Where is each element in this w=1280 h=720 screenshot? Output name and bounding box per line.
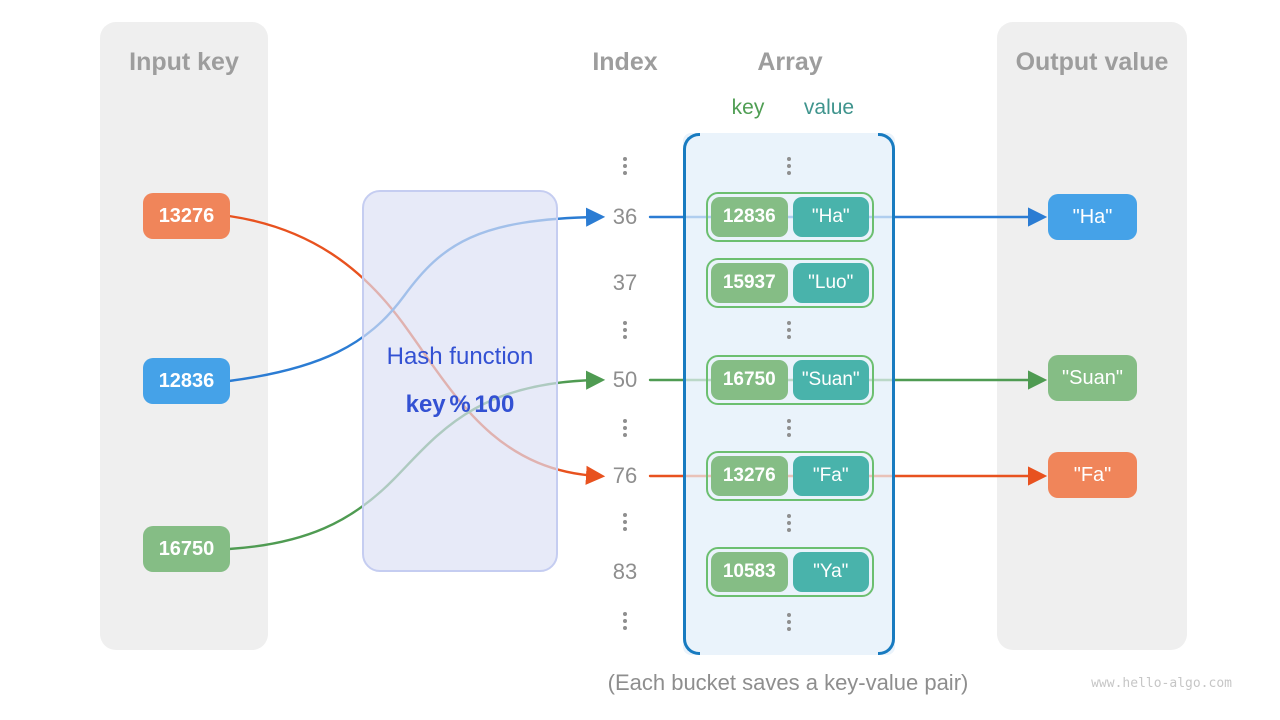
diagram-caption: (Each bucket saves a key-value pair) [607,670,969,695]
hash-function-formula: key % 100 [405,391,515,418]
output-value-box: "Suan" [1048,355,1137,401]
ellipsis-vertical-icon [787,157,791,175]
bucket-key: 10583 [711,552,788,592]
index-label: 76 [612,463,638,488]
bucket-value: "Suan" [792,360,869,400]
array-right-bracket [878,133,895,655]
output-panel-title: Output value [1015,48,1169,76]
bucket-value: "Ya" [792,552,869,592]
input-key-box: 12836 [143,358,230,404]
input-panel-title: Input key [129,48,239,76]
hash-function-box [362,190,558,572]
index-column-title: Index [592,48,658,76]
ellipsis-vertical-icon [787,613,791,631]
watermark-text: www.hello-algo.com [1091,676,1232,691]
ellipsis-vertical-icon [623,321,627,339]
bucket-row: 16750 "Suan" [706,355,874,405]
array-value-header: value [803,96,855,119]
ellipsis-vertical-icon [787,321,791,339]
array-key-header: key [731,96,765,119]
index-label: 50 [612,367,638,392]
ellipsis-vertical-icon [623,513,627,531]
bucket-value: "Luo" [792,263,869,303]
bucket-value: "Ha" [792,197,869,237]
bucket-key: 12836 [711,197,788,237]
bucket-row: 12836 "Ha" [706,192,874,242]
input-key-box: 16750 [143,526,230,572]
bucket-value: "Fa" [792,456,869,496]
output-value-box: "Fa" [1048,452,1137,498]
output-value-panel [997,22,1187,650]
index-label: 83 [612,559,638,584]
ellipsis-vertical-icon [787,514,791,532]
ellipsis-vertical-icon [787,419,791,437]
ellipsis-vertical-icon [623,419,627,437]
bucket-row: 15937 "Luo" [706,258,874,308]
bucket-key: 13276 [711,456,788,496]
ellipsis-vertical-icon [623,612,627,630]
hash-function-title: Hash function [386,343,534,370]
array-panel-title: Array [757,48,823,76]
array-left-bracket [683,133,700,655]
bucket-key: 16750 [711,360,788,400]
bucket-key: 15937 [711,263,788,303]
index-label: 36 [612,204,638,229]
output-value-box: "Ha" [1048,194,1137,240]
ellipsis-vertical-icon [623,157,627,175]
bucket-row: 13276 "Fa" [706,451,874,501]
bucket-row: 10583 "Ya" [706,547,874,597]
index-label: 37 [612,270,638,295]
input-key-box: 13276 [143,193,230,239]
